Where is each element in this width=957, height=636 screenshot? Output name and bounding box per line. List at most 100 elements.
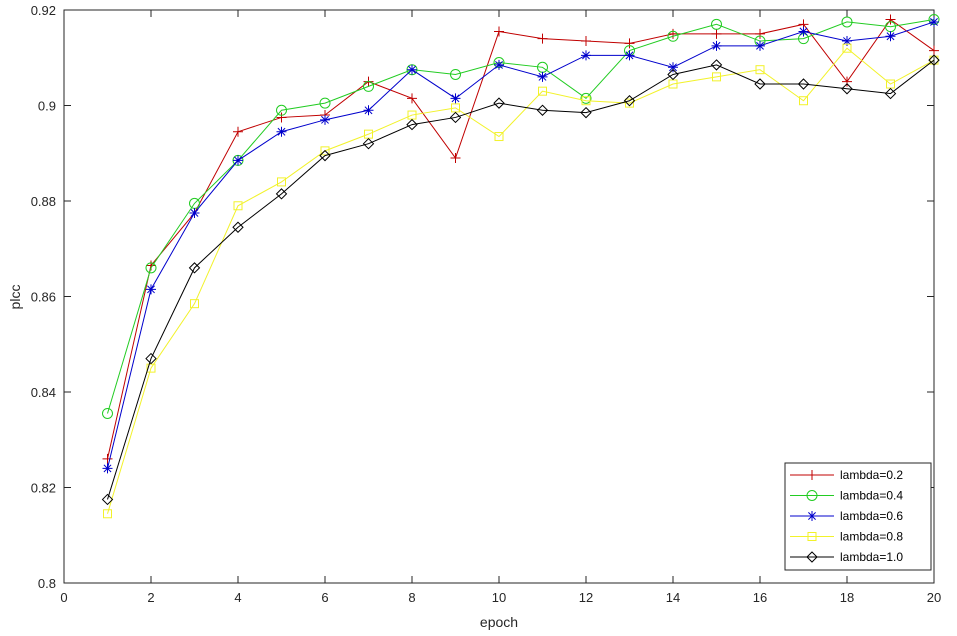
- circle-marker: [667, 30, 679, 42]
- asterisk-marker: [537, 71, 548, 82]
- asterisk-marker: [363, 105, 374, 116]
- x-tick-label: 8: [408, 590, 415, 605]
- diamond-marker: [232, 221, 244, 233]
- diamond-marker: [710, 59, 723, 71]
- diamond-marker: [493, 97, 505, 109]
- x-tick-label: 6: [321, 590, 328, 605]
- circle-marker: [145, 262, 157, 274]
- diamond-marker: [667, 68, 679, 81]
- asterisk-marker: [450, 93, 461, 104]
- diamond-marker: [406, 118, 418, 131]
- asterisk-marker: [581, 50, 591, 61]
- legend: lambda=0.2 lambda=0.4 lambda=0.6 lambda=0.8…: [784, 462, 932, 571]
- diamond-marker: [806, 551, 818, 563]
- legend-entry: lambda=0.6: [790, 509, 903, 523]
- square-marker: [233, 201, 243, 211]
- x-tick-label: 0: [60, 590, 67, 605]
- diamond-marker: [841, 83, 853, 95]
- diamond-marker: [623, 95, 636, 107]
- series-line: [107, 19, 935, 414]
- diamond-marker: [101, 493, 114, 506]
- square-marker: [277, 177, 286, 187]
- asterisk-marker: [233, 155, 243, 166]
- asterisk-marker: [320, 114, 330, 125]
- plus-marker: [885, 14, 896, 25]
- diamond-marker: [928, 54, 940, 66]
- y-tick-label: 0.84: [31, 385, 56, 400]
- plus-marker: [537, 33, 548, 44]
- diamond-marker: [580, 106, 592, 119]
- series-line: [107, 47, 935, 514]
- y-tick-label: 0.9: [38, 99, 56, 114]
- square-marker: [755, 65, 765, 75]
- asterisk-marker: [711, 40, 722, 51]
- diamond-marker: [797, 78, 810, 90]
- square-marker: [712, 72, 721, 82]
- legend-entry: lambda=0.8: [790, 530, 903, 544]
- x-tick-label: 14: [666, 590, 680, 605]
- square-marker: [625, 98, 634, 108]
- plus-marker: [929, 45, 939, 56]
- circle-marker: [102, 407, 113, 419]
- legend-entry: lambda=0.4: [790, 489, 903, 503]
- square-marker: [538, 86, 547, 96]
- asterisk-marker: [102, 463, 113, 474]
- asterisk-marker: [494, 59, 504, 70]
- plus-marker: [755, 28, 765, 39]
- series-line: [107, 18, 935, 459]
- diamond-marker: [319, 149, 331, 162]
- x-tick-label: 10: [492, 590, 506, 605]
- circle-marker: [580, 92, 592, 104]
- legend-label: lambda=1.0: [840, 550, 903, 564]
- asterisk-marker: [807, 511, 817, 521]
- x-tick-label: 2: [147, 590, 154, 605]
- square-marker: [929, 55, 939, 65]
- square-marker: [842, 43, 852, 53]
- plus-marker: [233, 126, 243, 137]
- asterisk-marker: [929, 16, 939, 27]
- diamond-marker: [884, 87, 897, 100]
- legend-label: lambda=0.4: [840, 489, 903, 503]
- legend-entry: lambda=1.0: [790, 550, 903, 564]
- y-tick-label: 0.8: [38, 576, 56, 591]
- y-tick-label: 0.88: [31, 194, 56, 209]
- asterisk-marker: [798, 26, 809, 37]
- x-tick-label: 4: [234, 590, 241, 605]
- diamond-marker: [275, 188, 288, 200]
- square-marker: [494, 132, 504, 142]
- series-lambda=1.0: [101, 54, 940, 506]
- plus-marker: [668, 28, 678, 39]
- square-marker: [807, 532, 817, 541]
- circle-marker: [711, 18, 722, 30]
- asterisk-marker: [407, 64, 417, 75]
- legend-label: lambda=0.8: [840, 530, 903, 544]
- x-tick-label: 16: [753, 590, 767, 605]
- axis-ticks: 0 2 4 6 8 10 12 14 16 18 20 0.8 0.82 0.84 0.86 0.88 0.9 0…: [31, 3, 942, 605]
- diamond-marker: [362, 137, 375, 150]
- square-marker: [320, 146, 330, 156]
- x-axis-title: epoch: [480, 614, 518, 630]
- circle-marker: [363, 80, 374, 92]
- plus-marker: [807, 470, 817, 480]
- diamond-marker: [145, 352, 157, 365]
- diamond-marker: [536, 104, 549, 116]
- square-marker: [799, 96, 808, 106]
- asterisk-marker: [842, 36, 852, 47]
- circle-marker: [319, 97, 331, 109]
- plus-marker: [624, 38, 635, 49]
- series-lambda=0.6: [102, 16, 939, 474]
- x-tick-label: 12: [579, 590, 593, 605]
- asterisk-marker: [146, 284, 156, 295]
- circle-marker: [450, 68, 461, 80]
- plus-marker: [494, 26, 504, 37]
- plus-marker: [407, 93, 417, 104]
- y-axis-title: plcc: [7, 285, 23, 310]
- asterisk-marker: [624, 50, 635, 61]
- plus-marker: [842, 76, 852, 87]
- circle-marker: [806, 490, 818, 501]
- plus-marker: [711, 28, 722, 39]
- diamond-marker: [449, 111, 462, 124]
- legend-label: lambda=0.6: [840, 509, 903, 523]
- plus-marker: [276, 112, 287, 123]
